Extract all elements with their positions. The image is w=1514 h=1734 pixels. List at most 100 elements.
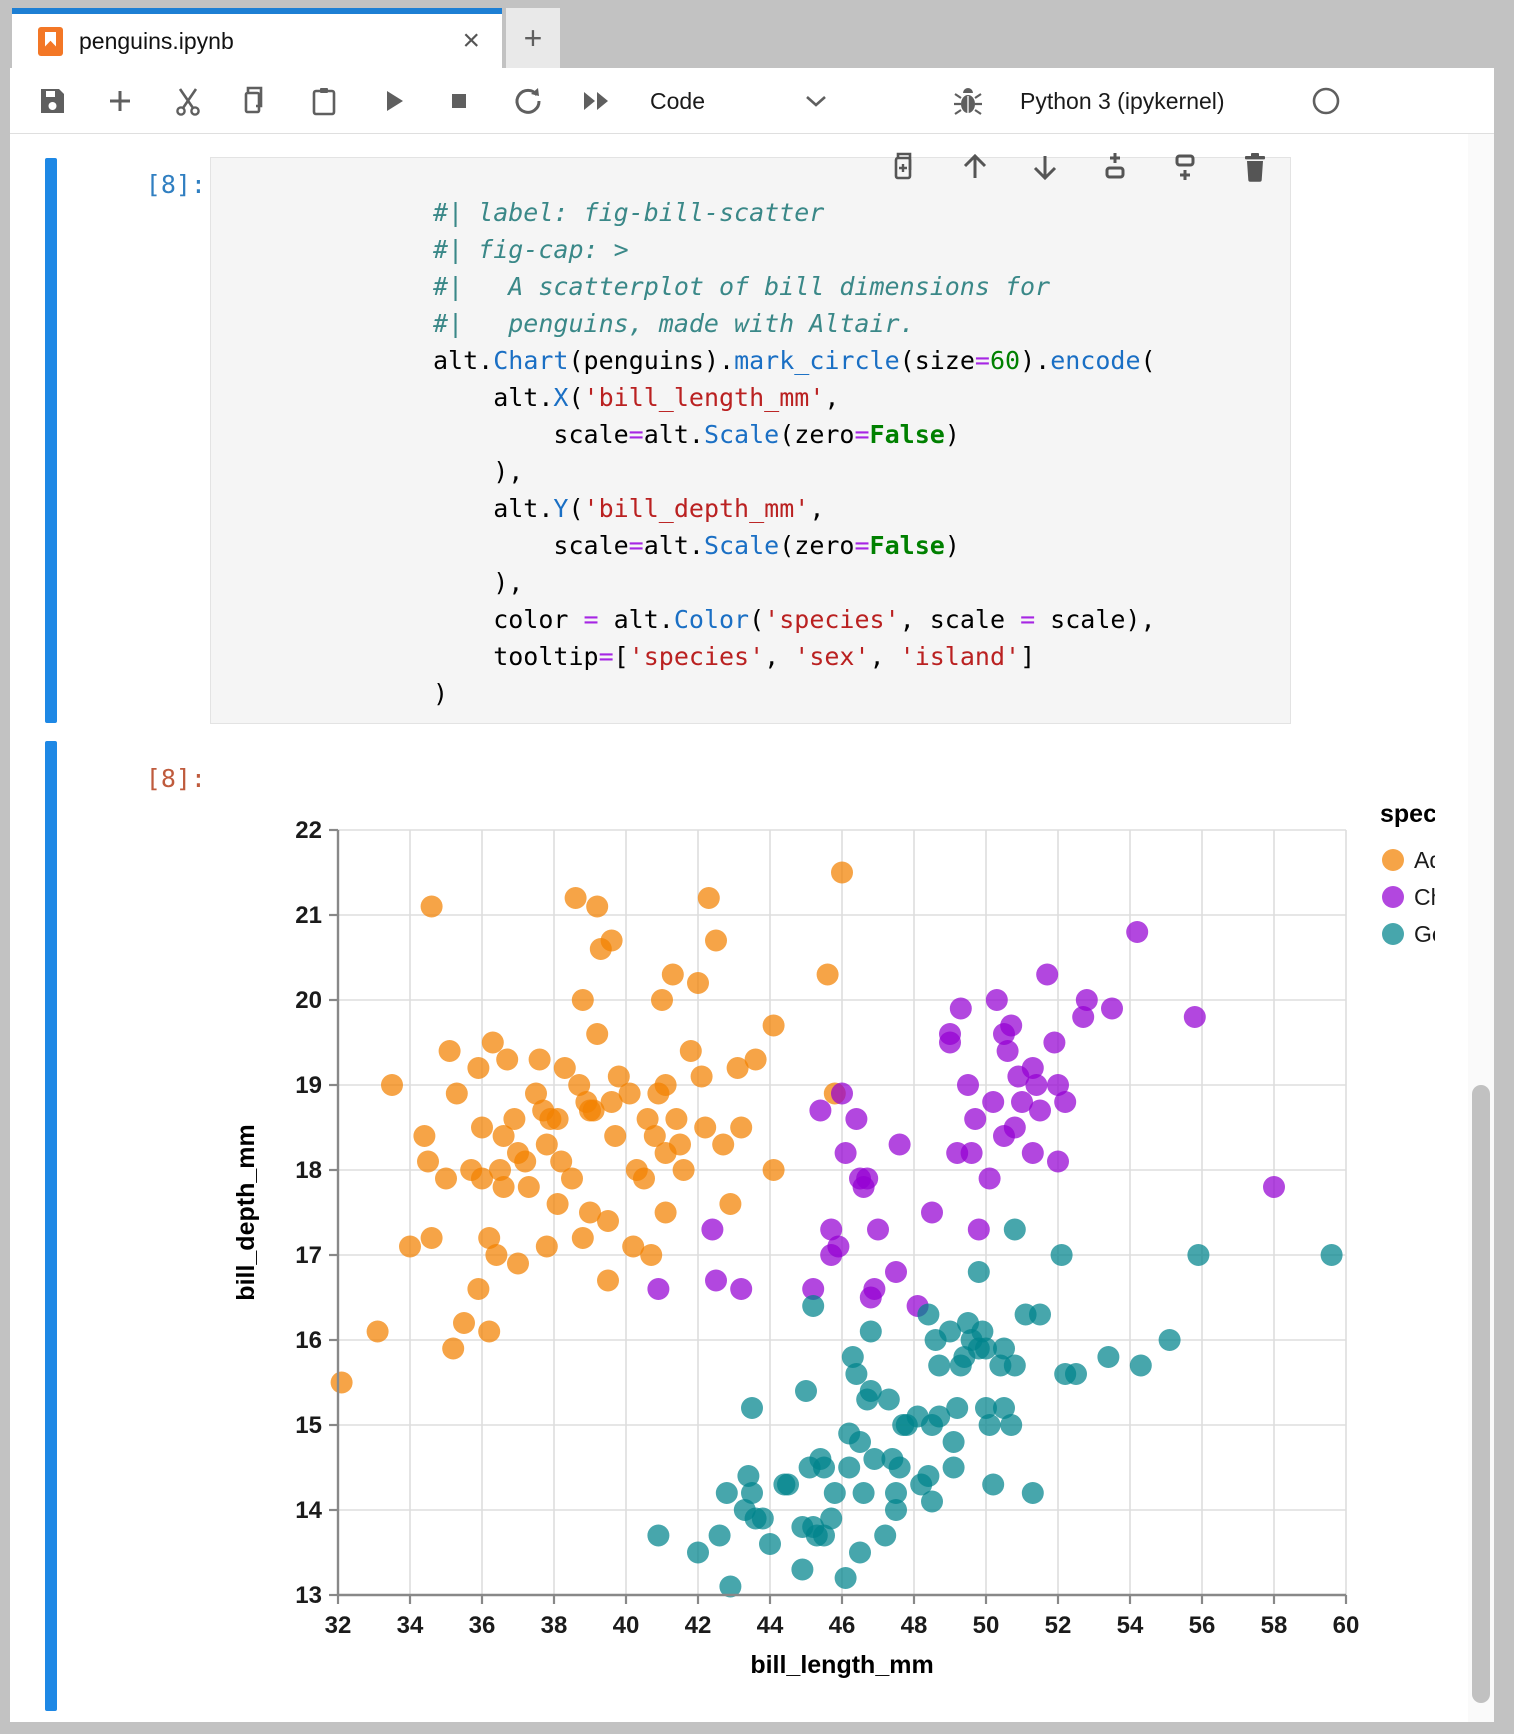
insert-below-icon: [1175, 154, 1195, 180]
data-point-chinstrap: [1072, 1006, 1095, 1028]
data-point-chinstrap: [809, 1099, 832, 1122]
save-button[interactable]: [32, 81, 72, 121]
legend-swatch-chinstrap: [1382, 886, 1404, 908]
move-cell-down-button[interactable]: [1028, 150, 1062, 184]
data-point-adelie: [697, 887, 720, 909]
data-point-adelie: [471, 1167, 493, 1190]
arrow-down-icon: [1033, 156, 1057, 181]
cell-toolbar: [888, 150, 1272, 184]
insert-cell-above-button[interactable]: [1098, 150, 1132, 184]
new-tab-button[interactable]: +: [506, 8, 560, 68]
data-point-adelie: [503, 1108, 526, 1130]
code-line: alt.Y('bill_depth_mm',: [433, 494, 825, 523]
data-point-adelie: [640, 1244, 663, 1266]
vertical-scrollbar[interactable]: [1468, 134, 1494, 1722]
restart-kernel-button[interactable]: [508, 81, 548, 121]
cell-type-select[interactable]: Code: [650, 68, 705, 134]
output-cell-collapser[interactable]: [45, 741, 57, 1711]
save-icon: [41, 89, 64, 113]
data-point-adelie: [604, 1125, 627, 1147]
code-line: ): [433, 679, 449, 708]
svg-text:36: 36: [469, 1612, 496, 1639]
data-point-gentoo: [982, 1473, 1005, 1496]
data-point-chinstrap: [1263, 1176, 1285, 1198]
data-point-adelie: [366, 1320, 389, 1343]
code-line: tooltip=['species', 'sex', 'island']: [433, 642, 1036, 671]
data-point-gentoo: [647, 1524, 670, 1547]
data-point-chinstrap: [831, 1082, 853, 1105]
data-point-adelie: [622, 1235, 645, 1258]
data-point-adelie: [453, 1312, 475, 1334]
legend-swatch-adelie: [1382, 849, 1404, 871]
data-point-gentoo: [888, 1456, 911, 1479]
data-point-adelie: [669, 1133, 691, 1156]
data-point-adelie: [654, 1201, 677, 1224]
data-point-adelie: [420, 895, 443, 918]
kernel-status-indicator[interactable]: [1306, 81, 1346, 121]
code-cell[interactable]: #| label: fig-bill-scatter #| fig-cap: > #…: [210, 157, 1291, 724]
data-point-gentoo: [1000, 1414, 1023, 1436]
data-point-gentoo: [859, 1320, 882, 1343]
add-cell-button[interactable]: [100, 81, 140, 121]
kernel-name-value: Python 3 (ipykernel): [1020, 87, 1225, 114]
run-cell-button[interactable]: [373, 81, 413, 121]
insert-cell-below-button[interactable]: [1168, 150, 1202, 184]
data-point-adelie: [435, 1167, 457, 1190]
output-area: 13 14 15 16 17 18 19 20 21 22 32 34 36 38 40 42 44 46 48 50…: [228, 752, 1512, 1702]
legend-swatch-gentoo: [1382, 923, 1404, 945]
data-point-adelie: [694, 1116, 717, 1139]
data-point-adelie: [478, 1227, 501, 1249]
trash-icon: [1245, 153, 1265, 182]
data-point-chinstrap: [867, 1218, 889, 1241]
svg-text:32: 32: [325, 1612, 352, 1639]
notebook-content: [8]: #| label: fig-bill-scatter #| fig-ca…: [10, 134, 1512, 1722]
copy-cells-button[interactable]: [236, 81, 276, 121]
data-point-gentoo: [1029, 1303, 1051, 1326]
data-point-adelie: [586, 1023, 609, 1045]
interrupt-kernel-button[interactable]: [439, 81, 479, 121]
data-point-adelie: [535, 1235, 558, 1258]
data-point-gentoo: [820, 1507, 843, 1530]
debugger-button[interactable]: [948, 81, 988, 121]
data-point-gentoo: [928, 1405, 951, 1428]
copy-icon: [244, 86, 263, 114]
paste-cells-button[interactable]: [304, 81, 344, 121]
paste-icon: [312, 88, 336, 116]
data-point-chinstrap: [1075, 989, 1098, 1011]
data-point-chinstrap: [705, 1269, 727, 1292]
data-point-adelie: [417, 1150, 439, 1173]
data-point-chinstrap: [996, 1040, 1019, 1062]
tab-bar: penguins.ipynb × +: [10, 8, 1494, 68]
data-point-adelie: [535, 1133, 558, 1156]
data-point-gentoo: [975, 1397, 997, 1419]
cut-cells-button[interactable]: [168, 81, 208, 121]
move-cell-up-button[interactable]: [958, 150, 992, 184]
data-point-chinstrap: [1047, 1150, 1069, 1173]
code-line: scale=alt.Scale(zero=False): [433, 420, 960, 449]
data-point-chinstrap: [856, 1167, 879, 1190]
restart-run-all-button[interactable]: [576, 81, 616, 121]
svg-text:58: 58: [1261, 1612, 1288, 1639]
svg-text:16: 16: [295, 1327, 322, 1354]
data-point-gentoo: [737, 1465, 760, 1487]
data-point-adelie: [413, 1125, 436, 1147]
scissors-icon: [176, 88, 200, 116]
vertical-scrollbar-thumb[interactable]: [1472, 1085, 1490, 1703]
close-tab-icon[interactable]: ×: [462, 24, 480, 57]
restart-icon: [515, 88, 541, 114]
data-point-gentoo: [708, 1524, 731, 1547]
tab-penguins-notebook[interactable]: penguins.ipynb ×: [12, 8, 502, 68]
code-cell-collapser[interactable]: [45, 158, 57, 723]
kernel-name[interactable]: Python 3 (ipykernel): [1020, 68, 1225, 134]
run-icon: [387, 91, 403, 111]
data-point-adelie: [643, 1125, 666, 1147]
svg-text:21: 21: [295, 902, 322, 929]
svg-text:42: 42: [685, 1612, 712, 1639]
y-axis-title: bill_depth_mm: [232, 1124, 260, 1300]
duplicate-cell-button[interactable]: [888, 150, 922, 184]
delete-cell-button[interactable]: [1238, 150, 1272, 184]
data-point-gentoo: [993, 1337, 1015, 1360]
code-editor[interactable]: #| label: fig-bill-scatter #| fig-cap: > #…: [433, 194, 1156, 712]
data-point-adelie: [730, 1116, 753, 1139]
cell-type-dropdown-arrow[interactable]: [796, 81, 836, 121]
